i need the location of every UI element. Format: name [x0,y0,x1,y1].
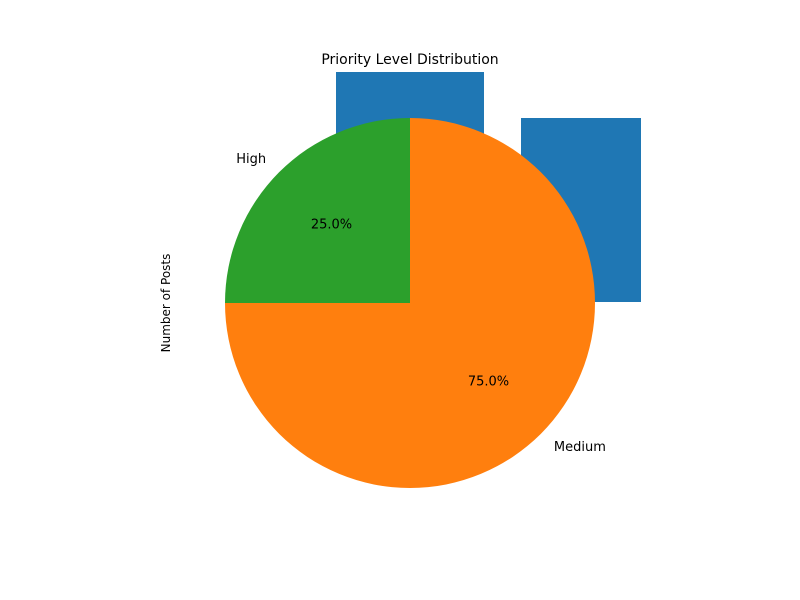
pie-pct-label-high: 25.0% [311,218,352,233]
pie-category-label-high: High [236,152,266,167]
pie-pct-label-medium: 75.0% [468,374,509,389]
pie-slice-high [225,118,410,303]
pie-slices [225,118,595,488]
pie-labels: 25.0% High 75.0% Medium [236,152,606,455]
pie-slice-medium [225,118,595,488]
y-axis-label: Number of Posts [159,254,173,353]
pie-category-label-medium: Medium [554,440,606,455]
chart-title: Priority Level Distribution [321,52,498,68]
